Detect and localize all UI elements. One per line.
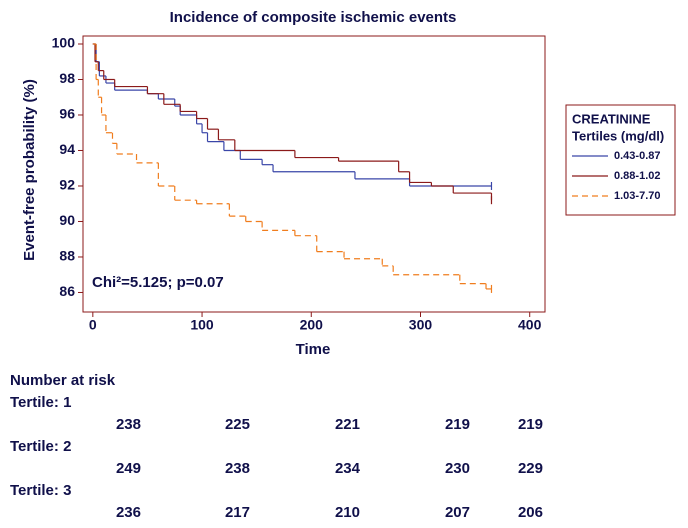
plot-frame (82, 35, 546, 313)
y-axis-title: Event-free probability (%) (21, 79, 38, 261)
y-tick-label: 100 (52, 35, 76, 51)
risk-count: 217 (225, 504, 250, 521)
risk-count: 236 (116, 504, 141, 521)
x-tick-label: 100 (190, 317, 214, 333)
x-axis-title: Time (296, 341, 331, 358)
y-tick-label: 88 (59, 248, 75, 264)
x-tick-label: 0 (89, 317, 97, 333)
risk-count: 229 (518, 460, 543, 477)
y-tick-label: 94 (59, 141, 75, 157)
x-tick-label: 200 (300, 317, 324, 333)
risk-row-label: Tertile: 3 (10, 482, 71, 499)
risk-count: 225 (225, 416, 250, 433)
chart-title: Incidence of composite ischemic events (170, 9, 457, 26)
risk-count: 230 (445, 460, 470, 477)
annotation: Chi²=5.125; p=0.07 (92, 274, 224, 291)
risk-count: 210 (335, 504, 360, 521)
risk-count: 238 (225, 460, 250, 477)
legend-label: 0.88-1.02 (614, 170, 660, 182)
risk-count: 219 (445, 416, 470, 433)
risk-count: 249 (116, 460, 141, 477)
risk-table-title: Number at risk (10, 372, 116, 389)
y-tick-label: 90 (59, 212, 75, 228)
risk-row-label: Tertile: 1 (10, 394, 71, 411)
risk-count: 219 (518, 416, 543, 433)
legend-title: Tertiles (mg/dl) (572, 128, 664, 143)
x-tick-label: 300 (409, 317, 433, 333)
risk-count: 206 (518, 504, 543, 521)
risk-count: 234 (335, 460, 361, 477)
y-tick-label: 98 (59, 70, 75, 86)
legend-label: 0.43-0.87 (614, 150, 660, 162)
legend-label: 1.03-7.70 (614, 190, 660, 202)
legend-box (565, 104, 676, 216)
x-tick-label: 400 (518, 317, 542, 333)
y-tick-label: 96 (59, 106, 75, 122)
risk-count: 207 (445, 504, 470, 521)
legend-title: CREATININE (572, 111, 651, 126)
risk-count: 238 (116, 416, 141, 433)
risk-row-label: Tertile: 2 (10, 438, 71, 455)
risk-count: 221 (335, 416, 360, 433)
y-tick-label: 86 (59, 283, 75, 299)
y-tick-label: 92 (59, 177, 75, 193)
